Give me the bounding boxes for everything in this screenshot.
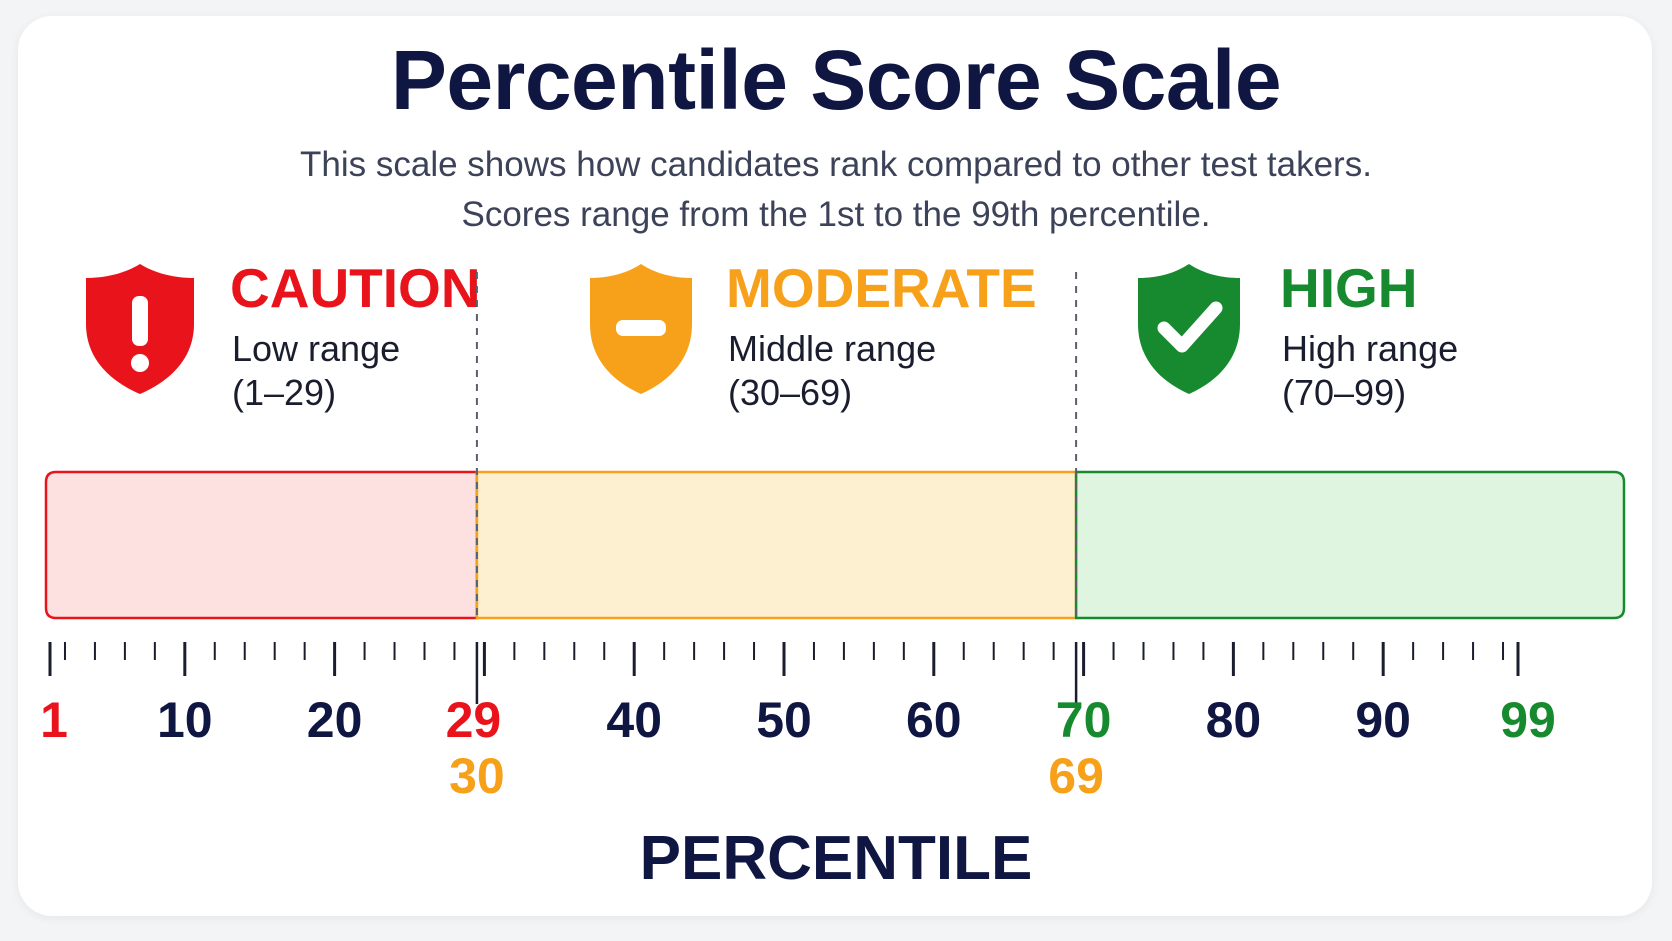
tick-label-69: 69 [1048, 748, 1104, 804]
high-range: (70–99) [1282, 372, 1407, 413]
shield-check-icon [1138, 264, 1240, 394]
page-title: Percentile Score Scale [390, 33, 1282, 127]
high-segment [1074, 470, 1626, 620]
caution-segment [44, 470, 479, 620]
caution-range: (1–29) [232, 372, 337, 413]
moderate-label: MODERATE [726, 257, 1037, 319]
subtitle-line-1: This scale shows how candidates rank com… [300, 145, 1372, 184]
tick-label-99: 99 [1500, 692, 1556, 748]
axis-title: PERCENTILE [639, 824, 1033, 893]
tick-label-1: 1 [40, 692, 68, 748]
high-label: HIGH [1280, 257, 1418, 319]
moderate-desc: Middle range [728, 328, 937, 369]
tick-label-60: 60 [905, 692, 962, 748]
high-desc: High range [1282, 328, 1459, 369]
tick-label-80: 80 [1205, 692, 1262, 748]
tick-label-30: 30 [449, 748, 505, 804]
scale-card [18, 16, 1652, 916]
tick-label-40: 40 [606, 692, 663, 748]
moderate-range: (30–69) [728, 372, 853, 413]
shield-minus-icon [590, 264, 692, 394]
tick-label-90: 90 [1355, 692, 1411, 748]
tick-label-29: 29 [445, 692, 502, 748]
caution-desc: Low range [232, 328, 401, 369]
tick-label-20: 20 [306, 692, 363, 748]
tick-label-50: 50 [756, 692, 812, 748]
subtitle-line-2: Scores range from the 1st to the 99th pe… [461, 195, 1211, 234]
caution-label: CAUTION [230, 257, 481, 319]
tick-label-10: 10 [157, 692, 213, 748]
shield-exclamation-icon [86, 264, 194, 394]
moderate-segment [475, 470, 1078, 620]
tick-label-70: 70 [1055, 692, 1112, 748]
